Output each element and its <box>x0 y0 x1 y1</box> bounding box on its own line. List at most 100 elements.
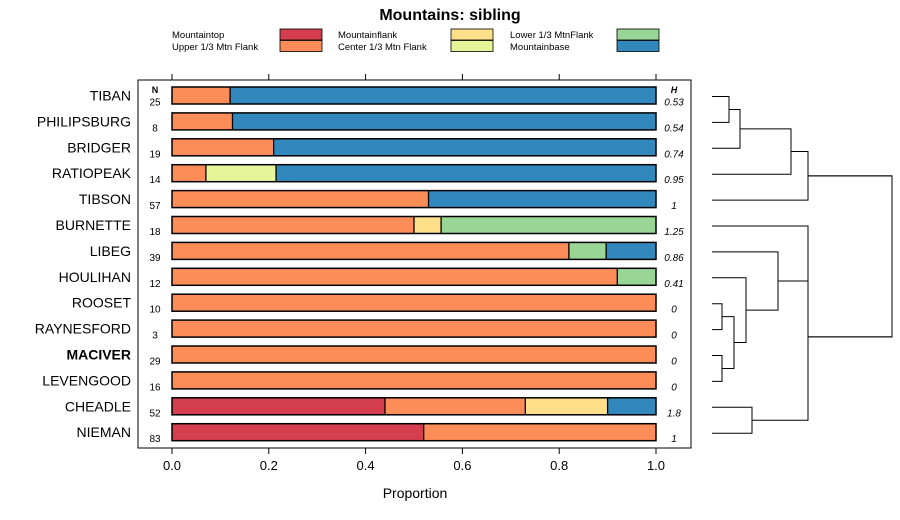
category-label: BRIDGER <box>67 139 131 155</box>
bar-segment <box>232 112 656 130</box>
h-value: 0 <box>671 305 677 316</box>
legend-label-lower-1-3-mtnflank: Lower 1/3 MtnFlank <box>510 30 594 41</box>
bar-segment <box>525 397 608 415</box>
dendro-root <box>808 175 893 338</box>
bar-outline <box>171 138 657 157</box>
bar-segment <box>617 268 656 286</box>
legend-swatch-mountaintop <box>279 28 323 41</box>
x-tick-label: 0.2 <box>260 458 278 473</box>
category-label: HOULIHAN <box>59 269 131 285</box>
bar-segment <box>423 423 656 441</box>
x-tick-label: 0.6 <box>453 458 471 473</box>
bar-segment <box>172 346 656 363</box>
dendro-link <box>712 225 809 282</box>
dendro-link <box>712 406 753 434</box>
bar-segment <box>606 242 656 260</box>
chart-title: Mountains: sibling <box>379 7 520 24</box>
bar-outline <box>171 112 657 131</box>
bar-outline <box>171 293 657 312</box>
legend-swatch-lower-1-3-mtnflank <box>616 28 660 41</box>
bar-segment <box>172 216 414 234</box>
category-labels: TIBAN PHILIPSBURG BRIDGER RATIOPEAK TIBSON BU… <box>35 88 132 441</box>
h-value: 0.74 <box>664 149 684 160</box>
dendro-link <box>712 96 730 123</box>
bar-outline <box>171 397 657 416</box>
n-value: 19 <box>149 149 161 160</box>
x-tick-label: 0.8 <box>550 458 568 473</box>
bar-segment <box>607 397 656 415</box>
n-value: 83 <box>149 434 161 445</box>
h-value: 0 <box>671 331 677 342</box>
category-label: RAYNESFORD <box>35 321 131 337</box>
bar-segment <box>568 242 607 260</box>
n-value: 18 <box>149 227 161 238</box>
dendro-link <box>712 251 779 311</box>
bar-outline <box>171 267 657 287</box>
bar-segment <box>172 320 656 338</box>
bar-segment <box>172 397 385 415</box>
h-value: 0.54 <box>664 123 684 134</box>
category-label: LIBEG <box>90 243 131 259</box>
x-tick-label: 1.0 <box>647 458 665 473</box>
bar-segment <box>172 268 618 286</box>
bar-segment <box>428 190 656 208</box>
category-label: TIBSON <box>79 191 131 207</box>
n-value: 3 <box>152 331 158 342</box>
bar-segment <box>172 242 569 260</box>
bar-outline <box>171 163 657 183</box>
bar-segment <box>172 190 429 208</box>
bar-segment <box>172 87 231 104</box>
h-value: 0 <box>671 357 677 368</box>
bar-segment <box>276 164 656 182</box>
n-value: 25 <box>149 98 161 109</box>
bar-outline <box>171 371 657 390</box>
category-label: RATIOPEAK <box>52 165 132 181</box>
bar-segment <box>205 164 277 182</box>
category-label: BURNETTE <box>56 217 131 233</box>
bar-outline <box>171 189 657 209</box>
legend-label-mountaintop: Mountaintop <box>172 30 224 41</box>
n-value: 14 <box>149 175 161 186</box>
x-axis-label: Proportion <box>383 485 448 501</box>
category-label: LEVENGOOD <box>42 372 131 388</box>
n-value: 52 <box>149 408 161 419</box>
bar-outline <box>171 422 657 442</box>
n-value: 10 <box>149 305 161 316</box>
n-value: 8 <box>152 123 158 134</box>
bars <box>171 86 657 442</box>
dendro-link <box>712 355 723 382</box>
legend-swatch-mountainflank <box>450 28 494 41</box>
bar-segment <box>441 216 656 234</box>
h-value: 0 <box>671 382 677 393</box>
h-value: 0.86 <box>664 253 684 264</box>
n-value: 39 <box>149 253 161 264</box>
h-value: 1 <box>671 201 677 212</box>
category-label: NIEMAN <box>77 424 131 440</box>
legend-label-upper-1-3-mtn-flank: Upper 1/3 Mtn Flank <box>172 42 258 53</box>
bar-outline <box>171 319 657 338</box>
bar-segment <box>273 138 656 156</box>
x-tick-label: 0.0 <box>163 458 181 473</box>
x-axis: 0.0 0.2 0.4 0.6 0.8 1.0 <box>163 74 665 473</box>
dendro-link <box>712 108 741 149</box>
h-value: 0.95 <box>664 175 684 186</box>
legend-label-mountainflank: Mountainflank <box>338 30 397 41</box>
n-value: 57 <box>149 201 161 212</box>
dendro-link <box>712 277 747 344</box>
bar-segment <box>172 423 424 441</box>
bar-segment <box>230 87 656 104</box>
legend-label-center-1-3-mtn-flank: Center 1/3 Mtn Flank <box>338 42 427 53</box>
legend-label-mountainbase: Mountainbase <box>510 42 570 53</box>
bar-segment <box>414 216 442 234</box>
n-value: 29 <box>149 357 161 368</box>
h-column: H 0.53 0.54 0.74 0.95 1 1.25 0.86 0.41 0 0 0 0 1.8 1 <box>664 85 684 445</box>
bar-segment <box>172 294 656 312</box>
category-label: MACIVER <box>66 347 131 363</box>
category-label: ROOSET <box>72 295 132 311</box>
h-value: 1.8 <box>667 408 681 419</box>
legend-swatch-mountainbase <box>616 40 660 52</box>
dendrogram <box>712 96 893 434</box>
h-value: 0.53 <box>664 98 684 109</box>
